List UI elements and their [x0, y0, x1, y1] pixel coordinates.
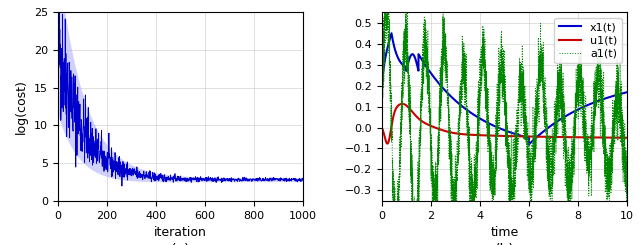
a1(t) [483, 88, 490, 91]
Y-axis label: log(cost): log(cost) [15, 79, 28, 134]
Text: (b): (b) [495, 242, 515, 245]
Legend: x1(t), u1(t), a1(t): x1(t), u1(t), a1(t) [554, 18, 621, 63]
x1(t) [378, 95, 385, 98]
x1(t) [388, 32, 396, 35]
u1(t) [383, 142, 391, 145]
a1(t) [472, 172, 480, 174]
u1(t) [619, 136, 627, 139]
x1(t) [592, 100, 600, 103]
x1(t) [483, 121, 490, 124]
u1(t) [592, 136, 600, 139]
Line: u1(t): u1(t) [381, 104, 627, 144]
u1(t) [623, 136, 631, 139]
Line: x1(t): x1(t) [381, 33, 627, 144]
a1(t) [420, 56, 428, 59]
u1(t) [398, 102, 406, 105]
a1(t) [619, 128, 627, 131]
u1(t) [406, 107, 413, 110]
x1(t) [472, 115, 480, 118]
u1(t) [378, 126, 385, 129]
x1(t) [619, 92, 627, 95]
a1(t) [378, 89, 385, 92]
Text: (a): (a) [171, 242, 190, 245]
u1(t) [420, 121, 428, 124]
a1(t) [592, 106, 600, 109]
x1(t) [623, 91, 631, 94]
x1(t) [525, 143, 533, 146]
a1(t) [623, 173, 631, 176]
u1(t) [483, 134, 490, 137]
u1(t) [472, 134, 480, 136]
a1(t) [406, 122, 413, 124]
Line: a1(t): a1(t) [381, 0, 627, 245]
x1(t) [420, 62, 428, 65]
X-axis label: time: time [490, 226, 518, 239]
X-axis label: iteration: iteration [154, 226, 207, 239]
x1(t) [406, 56, 413, 59]
